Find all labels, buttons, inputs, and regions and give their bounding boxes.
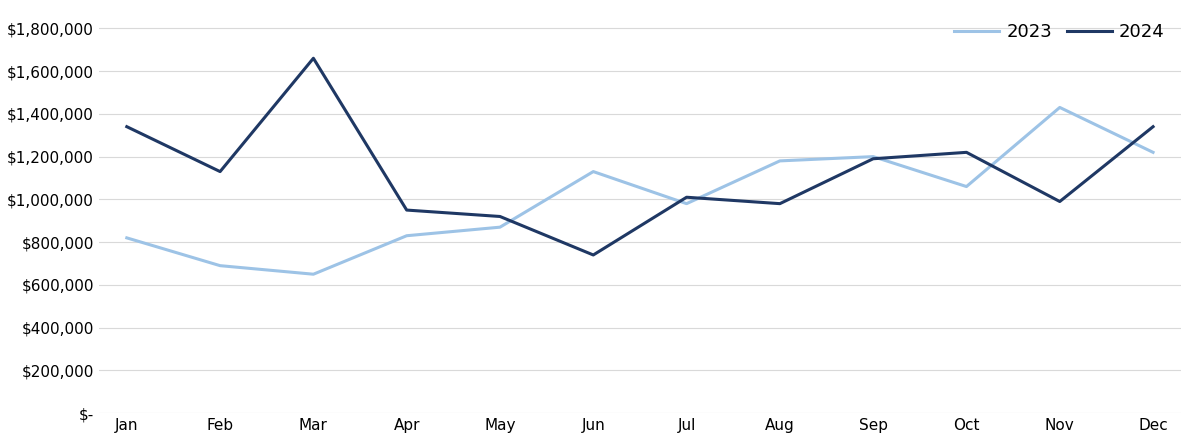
2024 bbox=[1146, 124, 1161, 129]
Line: 2023: 2023 bbox=[127, 107, 1154, 274]
2023 bbox=[680, 201, 694, 206]
2024 bbox=[772, 201, 786, 206]
Legend: 2023, 2024: 2023, 2024 bbox=[947, 16, 1173, 48]
2024 bbox=[1053, 199, 1067, 204]
2023 bbox=[866, 154, 880, 159]
2023 bbox=[399, 233, 413, 238]
2023 bbox=[307, 271, 321, 277]
2024 bbox=[399, 207, 413, 213]
2024 bbox=[680, 194, 694, 200]
2023 bbox=[213, 263, 227, 268]
2023 bbox=[493, 224, 507, 230]
2023 bbox=[120, 235, 134, 241]
2023 bbox=[1053, 105, 1067, 110]
2023 bbox=[772, 158, 786, 164]
2023 bbox=[960, 184, 974, 189]
2024 bbox=[960, 150, 974, 155]
2023 bbox=[1146, 150, 1161, 155]
2024 bbox=[213, 169, 227, 174]
2024 bbox=[866, 156, 880, 161]
2024 bbox=[493, 214, 507, 219]
2024 bbox=[120, 124, 134, 129]
2024 bbox=[586, 252, 600, 257]
Line: 2024: 2024 bbox=[127, 58, 1154, 255]
2024 bbox=[307, 55, 321, 61]
2023 bbox=[586, 169, 600, 174]
